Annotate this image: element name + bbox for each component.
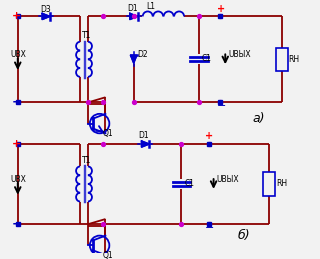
Text: RН: RН xyxy=(276,179,287,189)
Polygon shape xyxy=(141,141,149,147)
Bar xyxy=(263,172,275,196)
Text: −: − xyxy=(12,217,22,231)
Text: UВХ: UВХ xyxy=(10,175,26,184)
Text: T1: T1 xyxy=(82,31,92,40)
Text: Q1: Q1 xyxy=(102,251,113,259)
Polygon shape xyxy=(42,13,50,19)
Text: а): а) xyxy=(252,112,265,125)
Bar xyxy=(276,48,288,71)
Text: D1: D1 xyxy=(127,4,138,13)
Text: D2: D2 xyxy=(138,50,148,59)
Text: D3: D3 xyxy=(40,5,51,13)
Text: б): б) xyxy=(238,228,251,242)
Text: +: + xyxy=(12,11,21,21)
Text: Q1: Q1 xyxy=(102,129,113,138)
Polygon shape xyxy=(130,13,138,19)
Text: D1: D1 xyxy=(139,131,149,140)
Text: RН: RН xyxy=(289,55,300,64)
Text: C1: C1 xyxy=(184,179,194,188)
Text: +: + xyxy=(217,4,225,13)
Polygon shape xyxy=(131,55,137,63)
Text: UВХ: UВХ xyxy=(10,50,26,59)
Text: C1: C1 xyxy=(202,54,212,63)
Text: −: − xyxy=(12,96,22,109)
Text: +: + xyxy=(205,131,213,141)
Text: −: − xyxy=(217,101,226,111)
Text: −: − xyxy=(205,223,214,233)
Text: T1: T1 xyxy=(82,156,92,164)
Text: L1: L1 xyxy=(146,2,156,11)
Text: +: + xyxy=(12,139,21,149)
Text: UВЫХ: UВЫХ xyxy=(217,175,239,184)
Text: UВЫХ: UВЫХ xyxy=(228,50,251,59)
